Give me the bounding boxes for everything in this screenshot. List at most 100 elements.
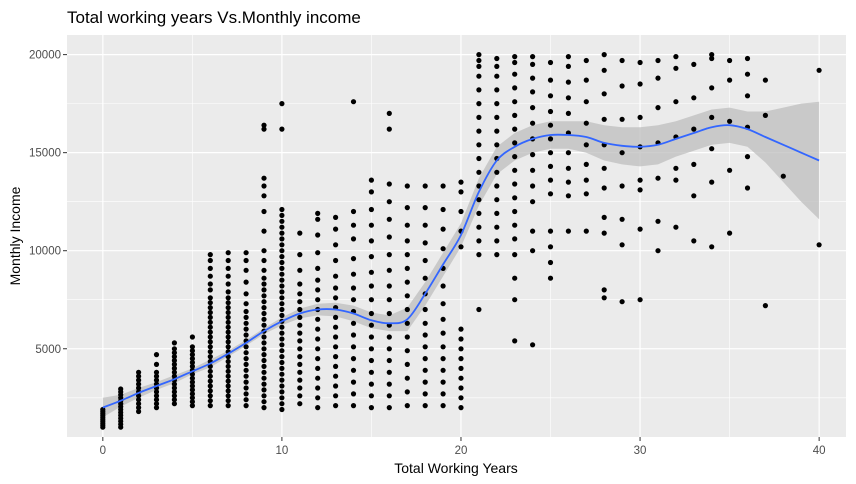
data-point <box>368 357 374 364</box>
data-point <box>530 342 536 348</box>
data-point <box>816 67 822 73</box>
data-point <box>225 378 231 384</box>
data-point <box>243 403 249 409</box>
data-point <box>279 254 285 260</box>
data-point <box>297 330 303 336</box>
data-point <box>512 275 518 281</box>
data-point <box>476 155 482 162</box>
data-point <box>153 397 160 403</box>
data-point <box>279 248 285 254</box>
data-point <box>368 393 374 399</box>
data-point <box>386 216 392 222</box>
data-point <box>225 403 231 409</box>
data-point <box>261 405 267 411</box>
data-point <box>350 367 357 373</box>
data-point <box>279 101 285 107</box>
data-point <box>243 326 249 332</box>
data-point <box>476 142 482 148</box>
data-point <box>565 165 572 171</box>
data-point <box>189 395 195 401</box>
data-point <box>261 248 267 254</box>
data-point <box>565 110 572 116</box>
data-point <box>440 283 446 289</box>
data-point <box>476 169 482 175</box>
data-point <box>297 393 303 399</box>
data-point <box>440 316 446 322</box>
data-point <box>422 332 428 338</box>
data-point <box>333 344 339 350</box>
data-point <box>207 383 213 389</box>
data-point <box>225 388 231 394</box>
data-point <box>171 397 177 403</box>
smooth-line <box>102 124 820 409</box>
data-point <box>279 283 285 289</box>
data-point <box>494 101 500 107</box>
data-point <box>207 265 213 271</box>
data-point <box>494 142 500 148</box>
data-point <box>243 397 249 403</box>
data-point <box>243 301 249 307</box>
data-point <box>279 348 285 354</box>
data-point <box>279 406 285 413</box>
data-point <box>279 206 285 213</box>
data-point <box>171 369 177 375</box>
data-point <box>225 324 231 330</box>
data-point <box>333 383 339 389</box>
data-point <box>350 208 357 215</box>
data-point <box>547 136 554 142</box>
data-point <box>458 179 464 185</box>
data-point <box>136 377 142 383</box>
data-point <box>530 105 536 111</box>
y-tick-label: 5000 <box>35 344 61 356</box>
data-point <box>225 250 231 256</box>
data-point <box>368 297 374 303</box>
data-point <box>333 393 339 399</box>
data-point <box>189 399 195 405</box>
data-point <box>225 398 231 404</box>
data-point <box>207 273 213 279</box>
data-point <box>153 361 160 367</box>
data-point <box>243 320 249 326</box>
data-point <box>404 348 410 354</box>
data-point <box>261 352 267 358</box>
data-point <box>279 230 285 236</box>
data-point <box>315 277 321 283</box>
data-point <box>386 283 392 289</box>
data-point <box>333 257 339 264</box>
data-point <box>279 330 285 336</box>
data-point <box>530 248 536 254</box>
data-point <box>386 405 392 411</box>
data-point <box>762 303 769 309</box>
data-point <box>422 205 428 211</box>
data-point <box>315 326 321 332</box>
data-point <box>261 393 267 399</box>
data-point <box>207 300 213 306</box>
data-point <box>494 63 500 69</box>
data-point <box>207 252 213 258</box>
data-point <box>261 375 267 381</box>
data-point <box>315 232 321 238</box>
data-point <box>601 230 607 236</box>
data-point <box>655 248 661 254</box>
data-point <box>458 244 464 250</box>
data-point <box>279 224 285 230</box>
data-point <box>744 185 751 191</box>
data-point <box>440 301 446 307</box>
data-point <box>261 363 267 369</box>
data-point <box>440 391 446 397</box>
data-point <box>297 361 303 367</box>
data-point <box>547 259 554 266</box>
data-point <box>512 140 518 146</box>
data-point <box>153 369 160 375</box>
data-point <box>619 216 625 222</box>
data-point <box>601 116 607 122</box>
data-point <box>440 367 446 373</box>
confidence-band <box>102 101 820 418</box>
data-point <box>225 289 231 295</box>
data-point <box>261 346 267 352</box>
data-point <box>368 405 374 411</box>
y-axis-ticks: 5000 10000 15000 20000 <box>29 50 67 356</box>
data-point <box>315 385 321 391</box>
data-point <box>404 403 410 409</box>
data-point <box>619 150 625 156</box>
